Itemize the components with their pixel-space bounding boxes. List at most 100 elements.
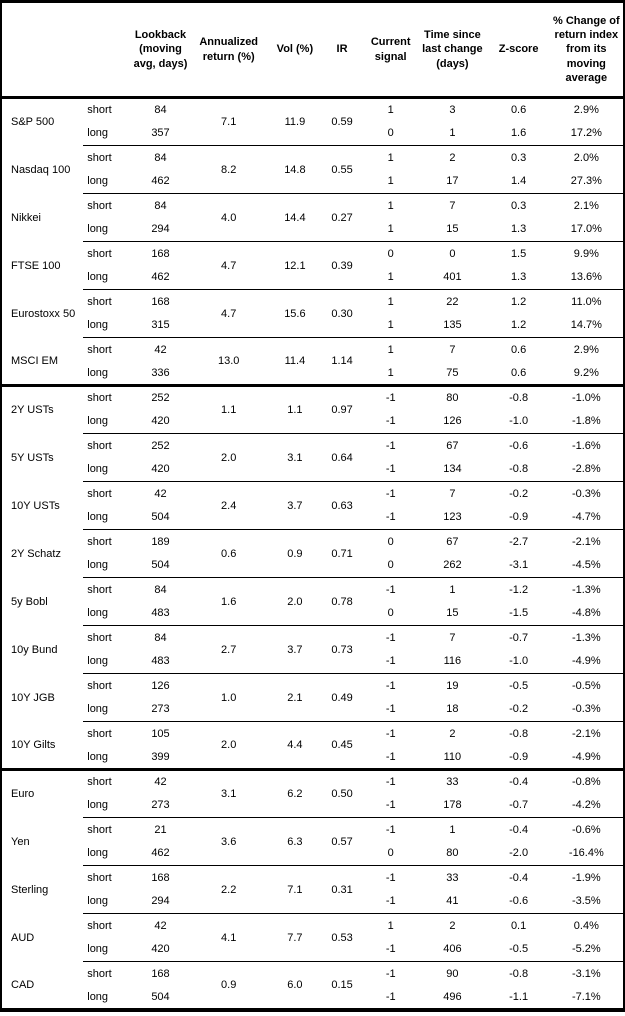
pct-change-value: 17.2%	[549, 121, 624, 146]
z-score-value: -3.1	[487, 553, 550, 578]
current-signal-value: -1	[385, 871, 396, 884]
pct-change-value: 2.0%	[573, 151, 599, 164]
pct-change-value: -0.3%	[549, 697, 624, 722]
time-since-value: 0	[449, 247, 456, 260]
lookback-value: 189	[151, 535, 170, 548]
asset-name: 10Y JGB	[11, 691, 55, 704]
table-row: long 336 1 75 0.6 9.2%	[1, 361, 624, 387]
lookback-value: 294	[133, 889, 188, 914]
table-row: long 399 -1 110 -0.9 -4.9%	[1, 745, 624, 771]
ir-value: 0.64	[319, 433, 365, 482]
ir-value: 0.59	[319, 97, 365, 146]
z-score-value: -0.9	[487, 745, 550, 771]
z-score-value: 0.3	[510, 151, 527, 164]
asset-name: S&P 500	[11, 116, 55, 129]
pct-change-value: -0.8%	[571, 776, 601, 789]
annualized-return-value: 4.1	[187, 913, 270, 962]
horizon-label: long	[83, 649, 134, 674]
z-score-value: -1.1	[487, 985, 550, 1011]
horizon-label: short	[87, 343, 112, 356]
time-since-value: 80	[446, 392, 459, 405]
time-since-value: 3	[449, 104, 456, 117]
asset-name: Yen	[11, 835, 30, 848]
horizon-label: long	[83, 121, 134, 146]
time-since-value: 22	[446, 295, 459, 308]
lookback-value: 21	[154, 823, 167, 836]
asset-name: CAD	[1, 961, 84, 1011]
vol-value: 0.9	[269, 529, 320, 578]
annualized-return-value: 2.2	[187, 865, 270, 914]
pct-change-value: -1.3%	[571, 631, 601, 644]
z-score-value: 1.2	[487, 313, 550, 338]
ir-value: 0.53	[319, 913, 365, 962]
current-signal-value: 1	[387, 151, 394, 164]
horizon-label: long	[83, 985, 134, 1011]
lookback-value: 42	[154, 343, 167, 356]
z-score-value: -0.2	[487, 697, 550, 722]
ir-value: 0.27	[319, 193, 365, 242]
annualized-return-value: 2.7	[187, 625, 270, 674]
ir-value: 0.30	[319, 289, 365, 338]
current-signal-value: 1	[364, 313, 418, 338]
z-score-value: -1.0	[487, 649, 550, 674]
time-since-value: 33	[446, 871, 459, 884]
horizon-label: short	[87, 247, 112, 260]
annualized-return-value: 0.6	[187, 529, 270, 578]
time-since-value: 80	[417, 841, 488, 866]
pct-change-value: -0.3%	[571, 487, 601, 500]
current-signal-value: 0	[364, 553, 418, 578]
pct-change-value: 13.6%	[549, 265, 624, 290]
ir-value: 0.73	[319, 625, 365, 674]
time-since-value: 17	[417, 169, 488, 194]
vol-value: 11.4	[269, 337, 320, 387]
current-signal-value: -1	[364, 505, 418, 530]
horizon-label: long	[83, 169, 134, 194]
time-since-value: 123	[417, 505, 488, 530]
horizon-label: short	[87, 967, 112, 980]
asset-name: 2Y USTs	[11, 404, 54, 417]
header-pct-change: % Change of return index from its moving…	[549, 1, 624, 99]
table-row: Nikkei short 84 4.0 14.4 0.27 1 7 0.3 2.1%	[1, 193, 624, 242]
z-score-value: 0.6	[510, 104, 527, 117]
lookback-value: 168	[151, 967, 170, 980]
table-row: CAD short 168 0.9 6.0 0.15 -1 90 -0.8 -3.1%	[1, 961, 624, 1011]
pct-change-value: -1.8%	[549, 409, 624, 434]
table-row: long 462 1 17 1.4 27.3%	[1, 169, 624, 194]
pct-change-value: -1.0%	[571, 392, 601, 405]
lookback-value: 294	[133, 217, 188, 242]
time-since-value: 7	[449, 343, 456, 356]
z-score-value: -0.4	[509, 871, 529, 884]
header-asset-blank	[1, 1, 84, 99]
horizon-label: long	[83, 889, 134, 914]
z-score-value: -0.2	[509, 487, 529, 500]
horizon-label: long	[83, 553, 134, 578]
vol-value: 6.3	[269, 817, 320, 866]
annualized-return-value: 4.7	[187, 241, 270, 290]
time-since-value: 2	[449, 151, 456, 164]
table-row: long 504 -1 496 -1.1 -7.1%	[1, 985, 624, 1011]
table-row: long 462 0 80 -2.0 -16.4%	[1, 841, 624, 866]
current-signal-value: -1	[385, 487, 396, 500]
horizon-label: long	[83, 409, 134, 434]
annualized-return-value: 1.0	[187, 673, 270, 722]
table-row: Eurostoxx 50 short 168 4.7 15.6 0.30 1 22 1.2 11.…	[1, 289, 624, 338]
table-row: S&P 500 short 84 7.1 11.9 0.59 1 3 0.6 2.9%	[1, 97, 624, 146]
table-row: Yen short 21 3.6 6.3 0.57 -1 1 -0.4 -0.6%	[1, 817, 624, 866]
horizon-label: long	[83, 745, 134, 771]
time-since-value: 15	[417, 217, 488, 242]
lookback-value: 42	[154, 487, 167, 500]
asset-name: Sterling	[11, 883, 49, 896]
lookback-value: 483	[133, 601, 188, 626]
lookback-value: 504	[133, 553, 188, 578]
table-row: long 294 1 15 1.3 17.0%	[1, 217, 624, 242]
time-since-value: 2	[449, 919, 456, 932]
horizon-label: short	[87, 104, 112, 117]
ir-value: 1.14	[319, 337, 365, 387]
header-ir: IR	[319, 1, 365, 99]
table-header: Lookback (moving avg, days) Annualized r…	[1, 1, 624, 99]
time-since-value: 110	[417, 745, 488, 771]
z-score-value: -1.2	[509, 583, 529, 596]
vol-value: 4.4	[269, 721, 320, 771]
horizon-label: long	[83, 217, 134, 242]
lookback-value: 252	[151, 392, 170, 405]
